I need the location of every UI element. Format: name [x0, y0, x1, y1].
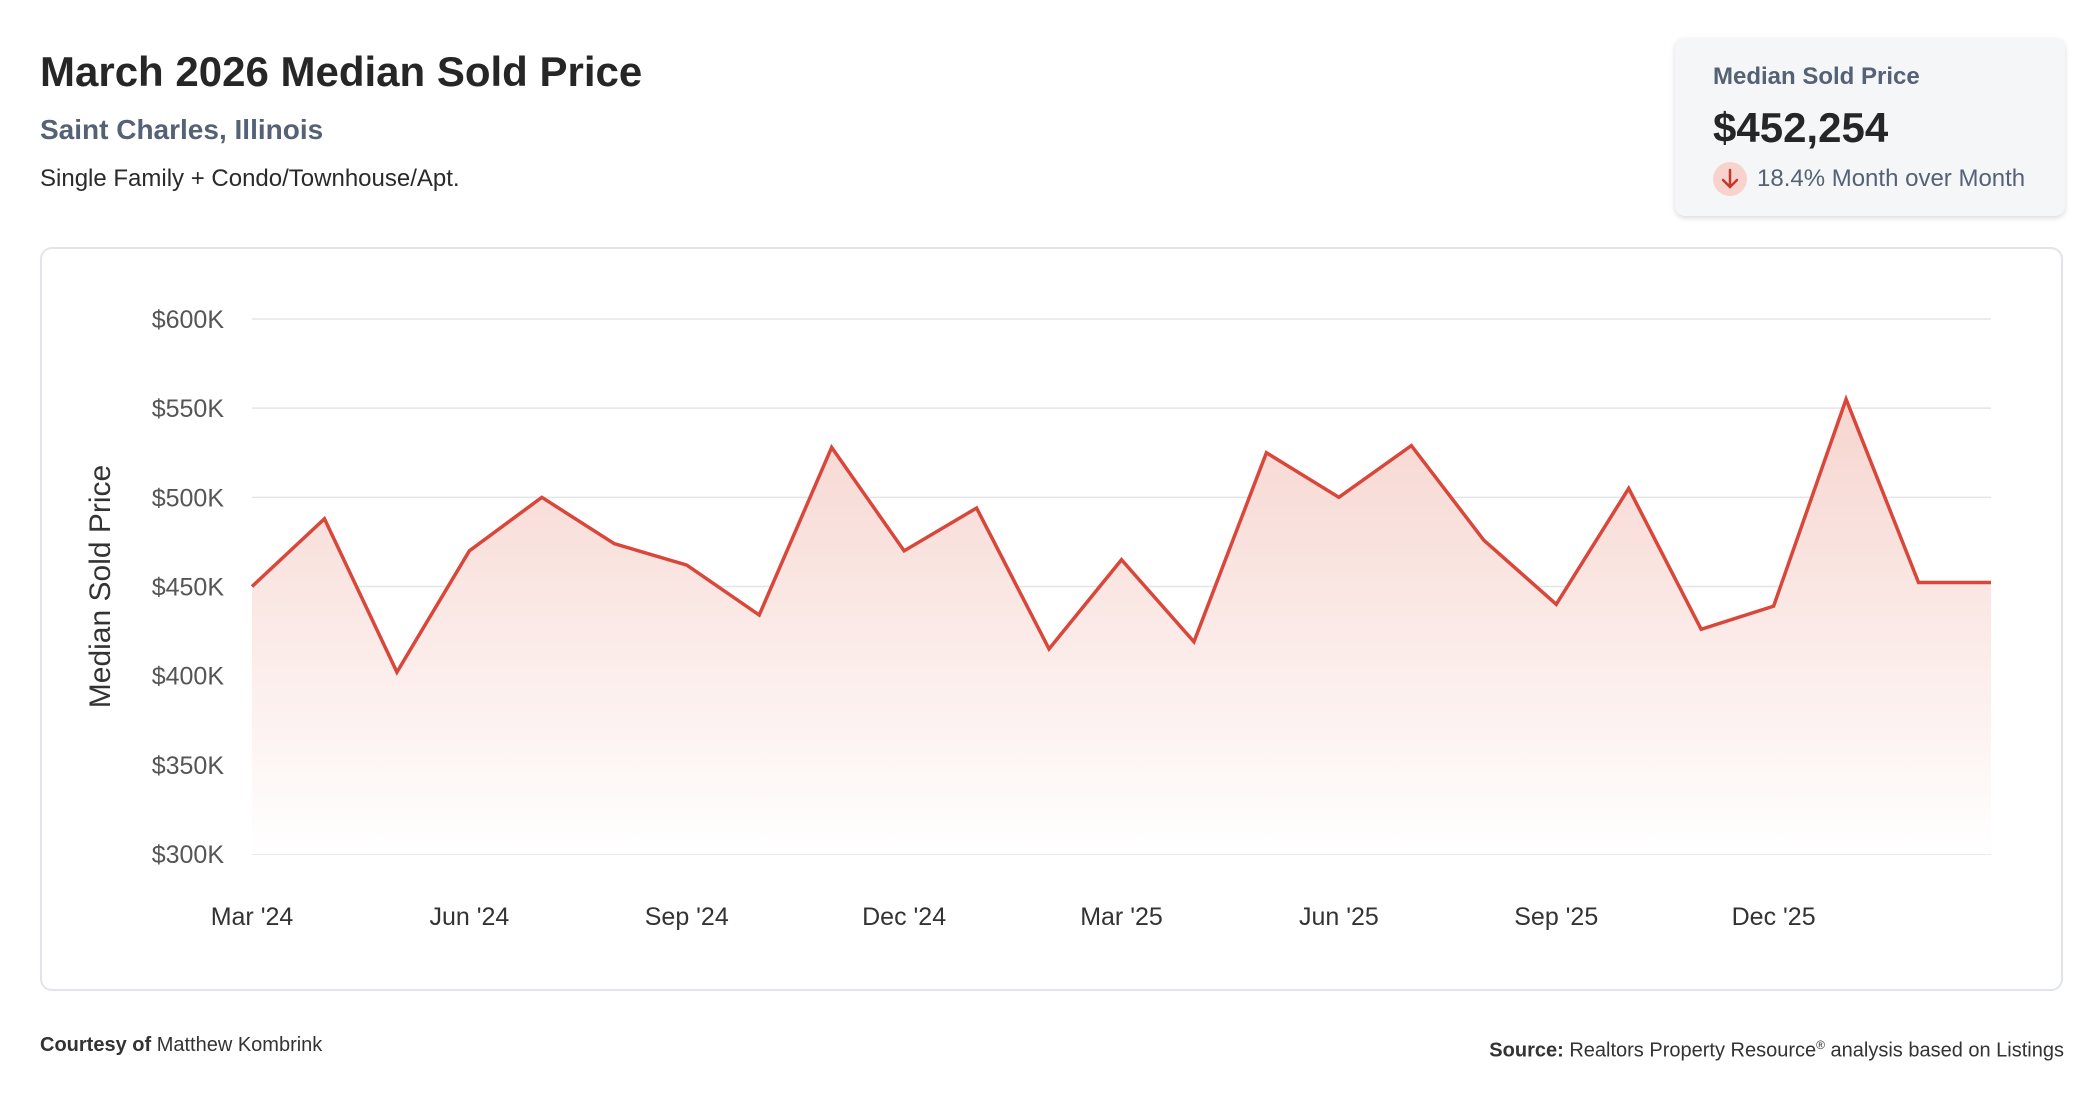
- source-text: Realtors Property Resource: [1569, 1039, 1817, 1062]
- x-tick-label: Dec '25: [1732, 903, 1816, 931]
- header: March 2026 Median Sold Price Saint Charl…: [40, 44, 642, 194]
- source-footer: Source: Realtors Property Resource® anal…: [1489, 1032, 2064, 1064]
- line-chart: $300K $350K $400K $450K $500K $550K $600K Media…: [84, 306, 1991, 931]
- location-link[interactable]: Saint Charles, Illinois: [40, 114, 324, 145]
- kpi-card: Median Sold Price $452,254 18.4% Month o…: [1675, 38, 2065, 216]
- x-tick-label: Mar '24: [211, 903, 294, 931]
- y-tick-label: $450K: [152, 574, 225, 602]
- courtesy-footer: Courtesy of Matthew Kombrink: [40, 1032, 322, 1058]
- courtesy-label: Courtesy of: [40, 1034, 152, 1056]
- page-title: March 2026 Median Sold Price: [40, 48, 643, 95]
- y-tick-label: $400K: [152, 663, 225, 691]
- x-tick-label: Sep '25: [1514, 903, 1598, 931]
- source-suffix: analysis based on Listings: [1830, 1039, 2064, 1062]
- x-tick-label: Jun '25: [1299, 903, 1379, 931]
- y-tick-label: $600K: [152, 306, 225, 334]
- kpi-change-text: 18.4% Month over Month: [1757, 165, 2026, 192]
- y-tick-label: $500K: [152, 484, 225, 512]
- area-fill: [252, 399, 1991, 854]
- x-tick-label: Mar '25: [1080, 903, 1163, 931]
- y-tick-label: $350K: [152, 752, 225, 780]
- x-tick-label: Jun '24: [429, 903, 509, 931]
- y-tick-label: $300K: [152, 841, 225, 869]
- property-types: Single Family + Condo/Townhouse/Apt.: [40, 165, 460, 192]
- x-tick-label: Sep '24: [645, 903, 729, 931]
- kpi-label: Median Sold Price: [1713, 63, 1920, 90]
- y-axis-title: Median Sold Price: [84, 465, 117, 708]
- kpi-change: 18.4% Month over Month: [1713, 162, 2027, 196]
- y-tick-label: $550K: [152, 395, 225, 423]
- kpi-value: $452,254: [1713, 104, 1889, 151]
- source-label: Source:: [1489, 1039, 1564, 1062]
- chart-card: $300K $350K $400K $450K $500K $550K $600K Media…: [40, 247, 2063, 991]
- series-line: [250, 394, 1991, 676]
- arrow-down-icon: [1713, 162, 1747, 196]
- registered-mark: ®: [1816, 1038, 1825, 1052]
- courtesy-name: Matthew Kombrink: [156, 1034, 323, 1056]
- x-tick-label: Dec '24: [862, 903, 946, 931]
